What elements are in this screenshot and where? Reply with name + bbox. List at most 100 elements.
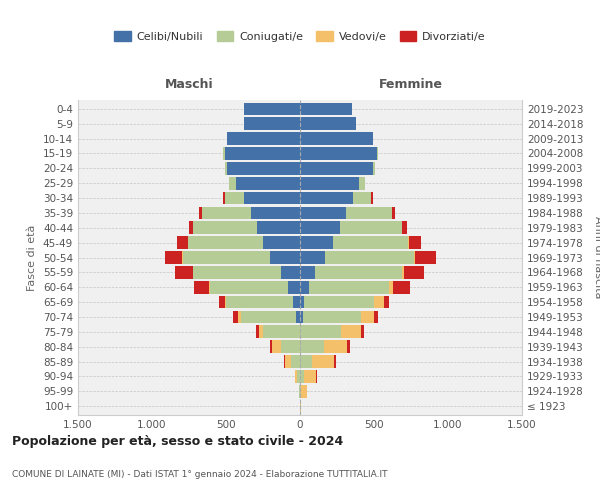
Bar — [227, 132, 300, 145]
Bar — [300, 147, 377, 160]
Bar — [210, 281, 300, 293]
Bar — [300, 162, 373, 174]
Bar — [300, 400, 301, 412]
Bar — [202, 206, 300, 219]
Bar — [300, 162, 375, 174]
Bar — [300, 177, 365, 190]
Bar — [285, 355, 300, 368]
Bar — [300, 132, 373, 145]
Bar — [300, 192, 353, 204]
Bar — [188, 236, 300, 249]
Bar — [263, 236, 300, 249]
Bar — [288, 281, 300, 293]
Bar — [263, 326, 300, 338]
Bar — [300, 385, 307, 398]
Bar — [271, 340, 300, 353]
Bar — [236, 177, 300, 190]
Bar — [238, 310, 300, 323]
Bar — [175, 266, 300, 278]
Bar — [218, 296, 300, 308]
Bar — [300, 177, 365, 190]
Bar — [300, 222, 402, 234]
Bar — [227, 132, 300, 145]
Legend: Celibi/Nubili, Coniugati/e, Vedovi/e, Divorziati/e: Celibi/Nubili, Coniugati/e, Vedovi/e, Di… — [110, 27, 490, 46]
Bar — [183, 251, 300, 264]
Y-axis label: Anni di nascita: Anni di nascita — [593, 216, 600, 298]
Bar — [194, 281, 300, 293]
Bar — [223, 192, 300, 204]
Bar — [300, 251, 436, 264]
Bar — [244, 102, 300, 115]
Bar — [300, 251, 325, 264]
Bar — [300, 236, 421, 249]
Bar — [251, 206, 300, 219]
Bar — [300, 266, 424, 278]
Bar — [300, 310, 374, 323]
Bar — [224, 192, 300, 204]
Bar — [223, 147, 300, 160]
Bar — [224, 162, 300, 174]
Bar — [300, 281, 389, 293]
Text: COMUNE DI LAINATE (MI) - Dati ISTAT 1° gennaio 2024 - Elaborazione TUTTITALIA.IT: COMUNE DI LAINATE (MI) - Dati ISTAT 1° g… — [12, 470, 388, 479]
Bar — [229, 177, 300, 190]
Text: Maschi: Maschi — [164, 78, 214, 91]
Bar — [300, 355, 334, 368]
Bar — [300, 132, 373, 145]
Bar — [227, 162, 300, 174]
Bar — [284, 355, 300, 368]
Bar — [244, 102, 300, 115]
Bar — [300, 355, 312, 368]
Bar — [300, 340, 323, 353]
Bar — [224, 192, 300, 204]
Bar — [300, 326, 364, 338]
Bar — [300, 118, 356, 130]
Bar — [256, 326, 300, 338]
Bar — [300, 251, 414, 264]
Bar — [224, 162, 300, 174]
Bar — [300, 281, 393, 293]
Bar — [202, 206, 300, 219]
Bar — [300, 222, 402, 234]
Bar — [226, 296, 300, 308]
Bar — [300, 147, 379, 160]
Y-axis label: Fasce di età: Fasce di età — [28, 224, 37, 290]
Bar — [300, 296, 304, 308]
Bar — [300, 296, 374, 308]
Bar — [300, 296, 389, 308]
Bar — [188, 236, 300, 249]
Bar — [300, 192, 371, 204]
Bar — [193, 222, 300, 234]
Bar — [300, 222, 340, 234]
Bar — [244, 118, 300, 130]
Bar — [241, 310, 300, 323]
Bar — [300, 266, 404, 278]
Bar — [244, 102, 300, 115]
Bar — [295, 370, 300, 382]
Bar — [272, 340, 300, 353]
Bar — [300, 177, 359, 190]
Bar — [244, 192, 300, 204]
Bar — [244, 118, 300, 130]
Bar — [300, 355, 335, 368]
Bar — [300, 147, 379, 160]
Bar — [189, 222, 300, 234]
Bar — [300, 102, 352, 115]
Bar — [300, 162, 375, 174]
Bar — [259, 326, 300, 338]
Bar — [300, 370, 304, 382]
Bar — [281, 266, 300, 278]
Bar — [300, 310, 361, 323]
Bar — [300, 102, 352, 115]
Bar — [300, 132, 373, 145]
Bar — [244, 118, 300, 130]
Bar — [300, 206, 395, 219]
Bar — [300, 266, 402, 278]
Bar — [300, 206, 346, 219]
Bar — [300, 296, 385, 308]
Bar — [295, 370, 300, 382]
Bar — [299, 385, 300, 398]
Bar — [193, 266, 300, 278]
Bar — [300, 192, 371, 204]
Bar — [281, 340, 300, 353]
Bar — [209, 281, 300, 293]
